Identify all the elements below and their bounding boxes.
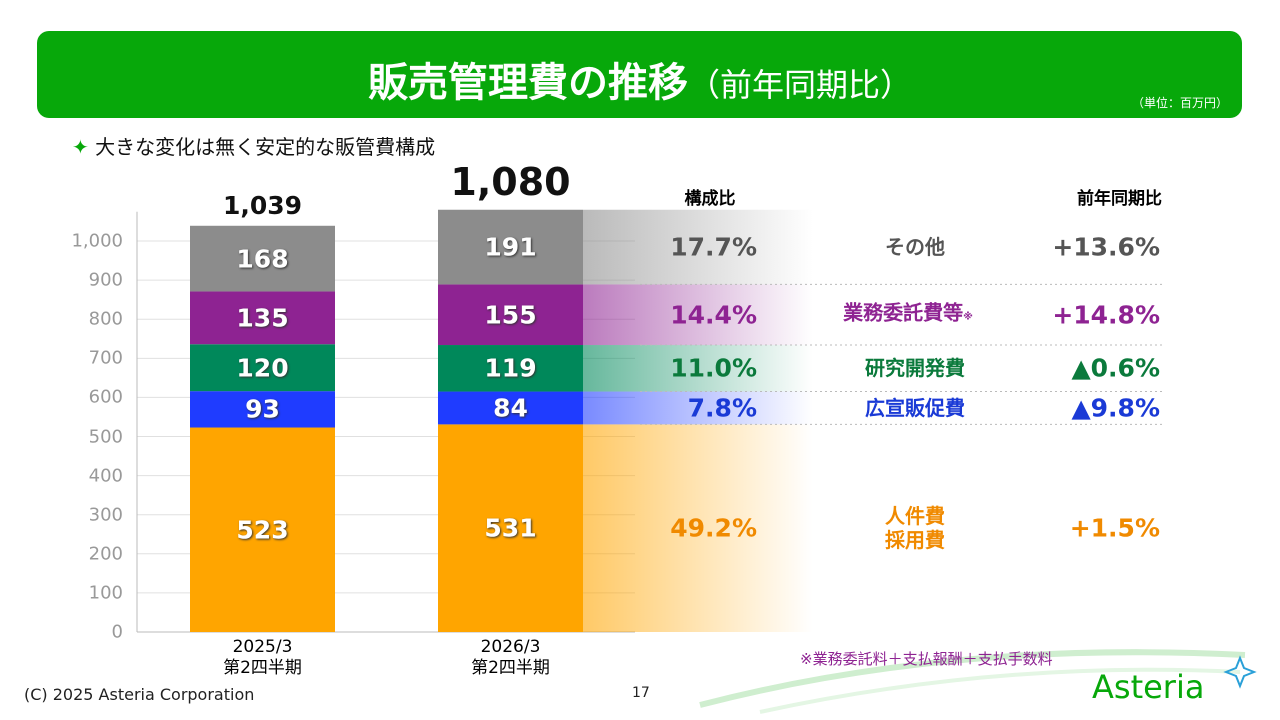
row-name: 研究開発費 xyxy=(865,356,965,381)
swoosh xyxy=(759,667,1241,714)
swoosh xyxy=(699,649,1246,708)
title-wrap: 販売管理費の推移（前年同期比） xyxy=(0,50,1280,108)
highlight-band xyxy=(583,345,813,392)
bar-segment xyxy=(438,209,583,285)
total-label: 1,039 xyxy=(222,190,303,220)
yoy-value: +14.8% xyxy=(1052,300,1160,330)
bar-label: 135 xyxy=(236,303,289,333)
bar-label: 191 xyxy=(484,232,537,262)
share-value: 7.8% xyxy=(687,393,757,423)
row-name: 広宣販促費 xyxy=(865,395,965,420)
highlight-band xyxy=(583,391,813,425)
bar-segment xyxy=(190,391,335,428)
yoy-header: 前年同期比 xyxy=(1077,189,1162,209)
row-name: その他 xyxy=(885,235,945,260)
bar-segment xyxy=(190,291,335,345)
copyright: (C) 2025 Asteria Corporation xyxy=(24,685,255,704)
bar-label: 120 xyxy=(236,353,289,383)
header-bar xyxy=(37,31,1242,118)
bar-label: 93 xyxy=(245,394,280,424)
yoy-value: ▲0.6% xyxy=(1071,353,1160,383)
highlight-band xyxy=(583,284,813,346)
x-tick-label: 2025/3 第2四半期 xyxy=(223,637,302,678)
yoy-value: +1.5% xyxy=(1069,513,1160,543)
bullet: ✦ xyxy=(72,135,96,159)
logo: Asteria xyxy=(1092,668,1205,706)
y-tick-label: 900 xyxy=(88,269,123,291)
bar-segment xyxy=(438,424,583,632)
highlight-band xyxy=(583,209,813,285)
yoy-value: +13.6% xyxy=(1052,232,1160,262)
share-value: 11.0% xyxy=(670,353,757,383)
total-label: 1,080 xyxy=(450,159,571,204)
page-number: 17 xyxy=(632,685,650,701)
y-tick-label: 1,000 xyxy=(71,230,123,252)
bar-segment xyxy=(438,345,583,392)
title: 販売管理費の推移 xyxy=(367,60,688,106)
share-value: 17.7% xyxy=(670,232,757,262)
row-name: 人件費 採用費 xyxy=(885,504,945,553)
bar-label: 168 xyxy=(236,244,289,274)
bar-segment xyxy=(438,284,583,346)
y-tick-label: 100 xyxy=(88,582,123,604)
highlight-band xyxy=(583,424,813,632)
x-tick-label: 2026/3 第2四半期 xyxy=(471,637,550,678)
yoy-value: ▲9.8% xyxy=(1071,393,1160,423)
row-name: 業務委託費等※ xyxy=(843,300,973,325)
y-tick-label: 200 xyxy=(88,543,123,565)
logo-star xyxy=(1223,655,1257,689)
bar-segment xyxy=(190,344,335,392)
bar-label: 119 xyxy=(484,353,537,383)
y-tick-label: 400 xyxy=(88,465,123,487)
bar-label: 84 xyxy=(493,393,528,423)
y-tick-label: 500 xyxy=(88,426,123,447)
share-value: 49.2% xyxy=(670,513,757,543)
bar-segment xyxy=(190,427,335,632)
subtitle-wrap: ✦ 大きな変化は無く安定的な販管費構成 xyxy=(72,131,435,160)
y-tick-label: 0 xyxy=(111,621,123,643)
share-header: 構成比 xyxy=(684,189,736,209)
name-note: ※ xyxy=(963,311,973,323)
bar-label: 523 xyxy=(236,515,289,545)
y-tick-label: 600 xyxy=(88,386,123,408)
title-note: （前年同期比） xyxy=(687,66,912,104)
bar-label: 155 xyxy=(484,300,537,330)
y-tick-label: 300 xyxy=(88,504,123,526)
subtitle: 大きな変化は無く安定的な販管費構成 xyxy=(95,135,436,159)
bar-label: 531 xyxy=(484,513,537,543)
share-value: 14.4% xyxy=(670,300,757,330)
footnote: ※業務委託料＋支払報酬＋支払手数料 xyxy=(800,650,1053,668)
bar-segment xyxy=(438,391,583,425)
y-tick-label: 700 xyxy=(88,347,123,369)
y-tick-label: 800 xyxy=(88,308,123,330)
unit: （単位：百万円） xyxy=(1131,96,1228,110)
bar-segment xyxy=(190,225,335,292)
